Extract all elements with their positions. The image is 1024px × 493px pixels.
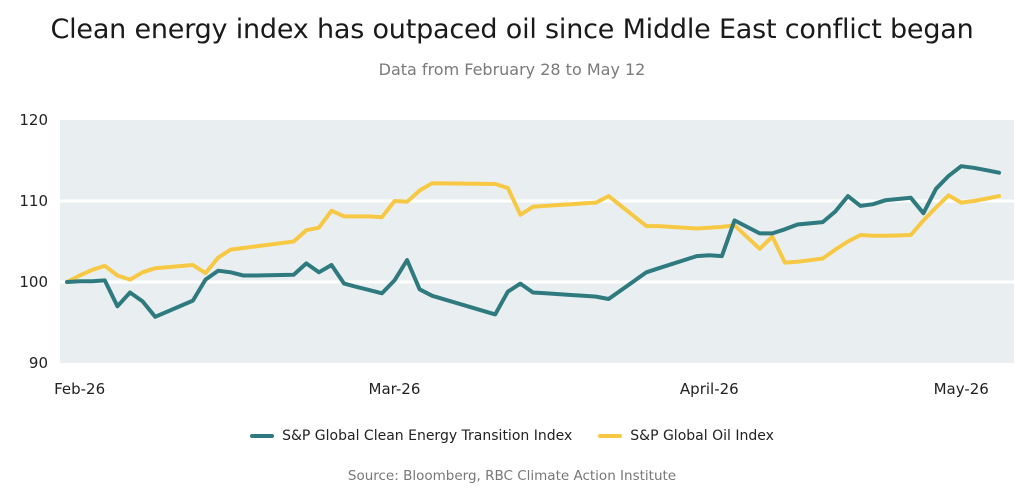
y-tick-label: 110 bbox=[19, 192, 48, 210]
legend-swatch-oil bbox=[598, 434, 623, 438]
legend: S&P Global Clean Energy Transition Index… bbox=[0, 428, 1024, 444]
x-axis: Feb-26 Mar-26 April-26 May-26 bbox=[54, 380, 989, 398]
legend-label-clean: S&P Global Clean Energy Transition Index bbox=[282, 428, 573, 444]
legend-swatch-clean bbox=[250, 434, 275, 438]
chart-subtitle: Data from February 28 to May 12 bbox=[378, 60, 646, 79]
clean-energy-line bbox=[65, 164, 1001, 319]
x-tick-label: Mar-26 bbox=[369, 380, 421, 398]
x-tick-label: May-26 bbox=[934, 380, 989, 398]
legend-item-clean[interactable]: S&P Global Clean Energy Transition Index bbox=[250, 428, 572, 444]
line-chart: 90 100 110 120 Feb-26 Mar-26 April-26 May-26 bbox=[19, 111, 1014, 398]
plot-area bbox=[60, 120, 1014, 363]
source-note: Source: Bloomberg, RBC Climate Action In… bbox=[347, 468, 677, 484]
y-tick-label: 120 bbox=[19, 111, 48, 129]
x-tick-label: Feb-26 bbox=[54, 380, 105, 398]
legend-item-oil[interactable]: S&P Global Oil Index bbox=[598, 428, 774, 444]
y-tick-label: 100 bbox=[19, 273, 48, 291]
legend-label-oil: S&P Global Oil Index bbox=[630, 428, 774, 444]
series-lines bbox=[65, 164, 1001, 319]
oil-index-line bbox=[65, 181, 1001, 284]
y-axis: 90 100 110 120 bbox=[19, 111, 48, 372]
chart-title: Clean energy index has outpaced oil sinc… bbox=[50, 14, 974, 45]
y-tick-label: 90 bbox=[29, 354, 48, 372]
x-tick-label: April-26 bbox=[680, 380, 739, 398]
